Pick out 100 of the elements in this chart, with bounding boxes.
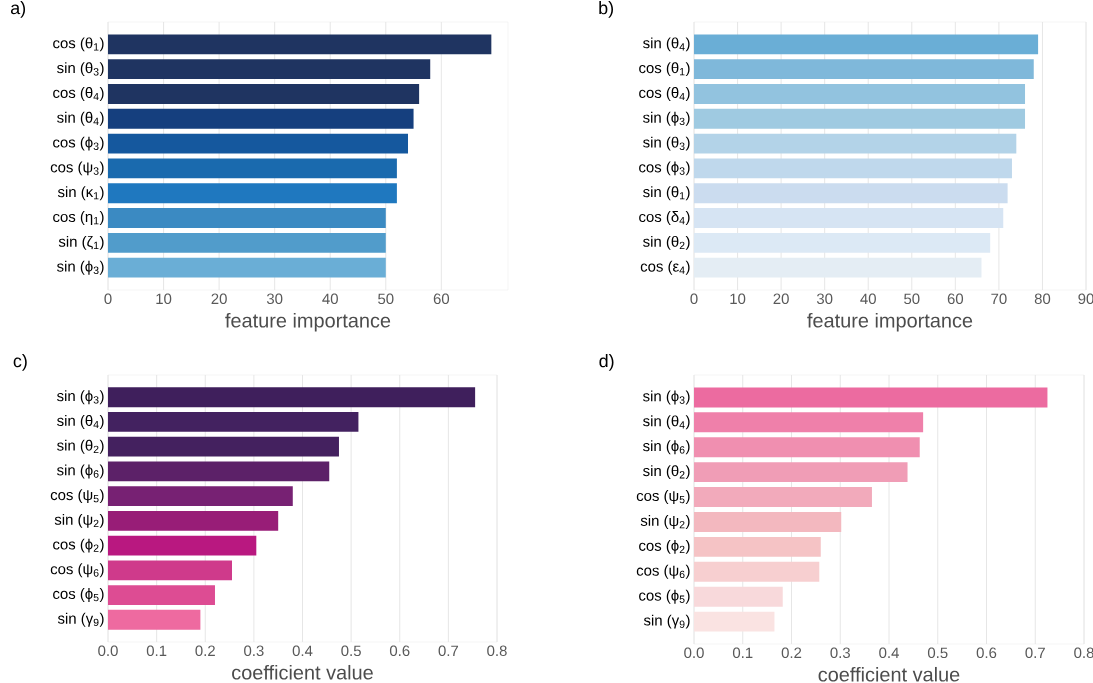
bar <box>108 232 386 253</box>
x-tick-label: 40 <box>860 293 876 305</box>
y-tick-label: sin (ϕ$_{3}$) <box>57 390 104 405</box>
bar <box>694 257 982 278</box>
bar <box>108 535 257 556</box>
y-tick-label: sin (γ$_{9}$) <box>643 614 690 629</box>
x-tick-label: 0.5 <box>341 645 361 657</box>
x-axis-title: feature importance <box>225 312 391 332</box>
x-tick-label: 0.5 <box>927 647 948 659</box>
x-tick-label: 60 <box>947 293 964 305</box>
bar <box>108 461 330 482</box>
bar <box>108 412 359 432</box>
x-tick-label: 30 <box>816 293 833 305</box>
y-tick-label: cos (ϕ$_{2}$) <box>639 539 690 554</box>
y-tick-label: sin (κ$_{1}$) <box>57 186 104 201</box>
y-tick-label: sin (θ$_{4}$) <box>57 111 104 126</box>
x-tick-label: 0.3 <box>244 645 264 657</box>
y-tick-label: sin (ψ$_{2}$) <box>54 513 104 528</box>
bar <box>694 462 908 483</box>
chart-title: d) <box>599 354 614 371</box>
bar <box>694 133 1017 154</box>
bar <box>108 257 386 278</box>
x-tick-label: 0.0 <box>98 645 118 657</box>
x-axis-title: coefficient value <box>232 664 373 680</box>
x-tick-label: 50 <box>904 293 920 305</box>
bar <box>108 585 215 605</box>
y-tick-label: sin (θ$_{4}$) <box>643 415 690 430</box>
x-tick-label: 10 <box>730 293 746 305</box>
bar <box>694 586 783 607</box>
y-tick-label: cos (ϕ$_{2}$) <box>53 538 104 553</box>
y-tick-label: sin (θ$_{3}$) <box>643 136 690 151</box>
y-tick-label: sin (θ$_{2}$) <box>643 235 690 250</box>
y-tick-label: sin (θ$_{4}$) <box>643 37 690 52</box>
y-tick-label: sin (ϕ$_{6}$) <box>643 440 690 455</box>
x-tick-label: 0.6 <box>976 647 997 659</box>
x-tick-label: 0.1 <box>732 647 753 659</box>
y-tick-label: sin (θ$_{1}$) <box>643 186 690 201</box>
y-tick-label: cos (θ$_{1}$) <box>53 37 104 52</box>
bar <box>108 108 414 129</box>
bar <box>694 158 1012 179</box>
bar <box>694 512 842 532</box>
y-tick-label: cos (ε$_{4}$) <box>640 260 690 275</box>
y-tick-label: cos (ϕ$_{5}$) <box>639 589 690 604</box>
x-tick-label: 20 <box>211 293 227 305</box>
x-tick-label: 40 <box>322 293 338 305</box>
bar <box>108 609 201 630</box>
x-tick-label: 0.2 <box>781 647 802 659</box>
bar <box>694 536 821 557</box>
bar <box>108 59 431 80</box>
bar <box>108 34 492 55</box>
x-tick-label: 0.4 <box>292 645 313 657</box>
y-tick-label: cos (δ$_{4}$) <box>639 211 690 225</box>
y-tick-label: cos (ψ$_{5}$) <box>636 490 690 505</box>
x-tick-label: 90 <box>1078 293 1093 305</box>
bar <box>694 108 1026 129</box>
x-tick-label: 30 <box>266 293 283 305</box>
bar <box>694 387 1048 408</box>
x-axis-title: feature importance <box>807 312 973 332</box>
bar <box>694 84 1026 104</box>
bar <box>694 232 991 253</box>
bar <box>694 208 1004 228</box>
bar <box>108 510 279 531</box>
y-tick-label: sin (γ$_{9}$) <box>57 612 104 627</box>
bar <box>694 611 775 632</box>
y-tick-label: cos (ϕ$_{5}$) <box>53 588 104 602</box>
y-tick-label: sin (ϕ$_{3}$) <box>57 260 104 275</box>
x-tick-label: 50 <box>378 293 394 305</box>
y-tick-label: cos (θ$_{4}$) <box>53 87 104 101</box>
y-tick-label: cos (ψ$_{6}$) <box>50 563 104 578</box>
bar <box>694 34 1039 55</box>
x-tick-label: 0.3 <box>830 647 850 659</box>
y-tick-label: cos (ψ$_{3}$) <box>50 161 104 176</box>
y-tick-label: sin (ϕ$_{3}$) <box>643 111 690 126</box>
bar <box>108 133 409 154</box>
y-tick-label: cos (ϕ$_{3}$) <box>639 161 690 176</box>
x-tick-label: 0 <box>690 293 698 305</box>
x-tick-label: 0 <box>104 293 112 305</box>
chart-title: b) <box>599 1 613 18</box>
y-tick-label: sin (θ$_{2}$) <box>57 439 104 454</box>
bar <box>694 412 924 433</box>
y-tick-label: sin (θ$_{2}$) <box>643 465 690 480</box>
bar <box>694 561 820 582</box>
bar <box>108 158 397 179</box>
bar <box>108 436 339 457</box>
y-tick-label: cos (η$_{1}$) <box>53 211 104 225</box>
chart-title: a) <box>10 1 26 18</box>
y-tick-label: sin (θ$_{4}$) <box>57 415 104 429</box>
x-tick-label: 0.2 <box>195 645 215 657</box>
x-tick-label: 0.7 <box>438 645 459 657</box>
y-tick-label: sin (ζ$_{1}$) <box>58 235 104 250</box>
x-tick-label: 0.8 <box>1074 647 1093 659</box>
x-tick-label: 0.4 <box>879 647 899 659</box>
x-tick-label: 0.8 <box>487 645 507 657</box>
x-tick-label: 70 <box>991 293 1007 305</box>
bar <box>108 208 386 228</box>
y-tick-label: cos (θ$_{1}$) <box>639 62 690 77</box>
bar <box>108 84 420 104</box>
x-tick-label: 60 <box>433 293 450 305</box>
chart-title: c) <box>13 354 27 371</box>
x-tick-label: 0.1 <box>146 645 167 657</box>
